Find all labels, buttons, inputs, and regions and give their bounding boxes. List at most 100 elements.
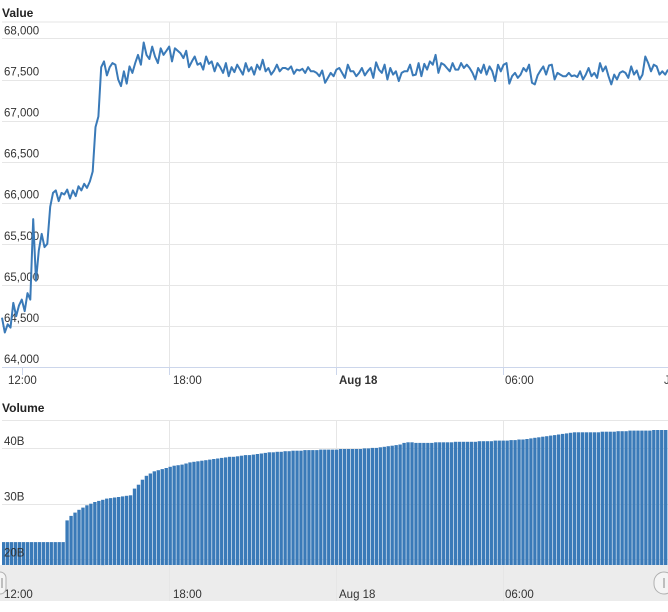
volume-bar xyxy=(636,430,640,565)
value-panel-title: Value xyxy=(2,6,34,20)
volume-bar xyxy=(180,464,184,565)
volume-bar xyxy=(457,441,462,566)
volume-bar xyxy=(156,470,160,565)
volume-bar xyxy=(564,433,569,565)
volume-bar xyxy=(231,456,236,565)
volume-bar xyxy=(49,542,53,565)
volume-bar xyxy=(394,445,398,565)
volume-bar xyxy=(612,431,616,565)
volume-bar xyxy=(239,455,244,565)
volume-bar xyxy=(426,442,430,565)
volume-bar xyxy=(422,442,426,565)
value-y-tick-label: 64,500 xyxy=(4,313,39,325)
volume-bar xyxy=(572,432,577,565)
volume-bar xyxy=(370,447,375,565)
volume-bar xyxy=(164,468,168,565)
volume-bar xyxy=(497,440,501,565)
volume-bar xyxy=(354,449,359,565)
volume-bar xyxy=(160,469,164,565)
volume-bar xyxy=(61,542,65,565)
value-y-tick-label: 66,000 xyxy=(4,190,39,202)
volume-bar xyxy=(640,430,644,565)
volume-panel-title: Volume xyxy=(2,401,45,415)
volume-bar xyxy=(493,440,497,565)
volume-bar xyxy=(227,456,232,565)
volume-bar xyxy=(473,441,478,566)
volume-bar xyxy=(338,449,343,565)
volume-bar xyxy=(200,460,204,565)
volume-bar xyxy=(113,497,117,565)
volume-bar xyxy=(255,454,260,565)
volume-bar xyxy=(247,455,252,565)
volume-bar xyxy=(624,431,628,565)
volume-bar xyxy=(81,507,85,565)
volume-bar xyxy=(37,542,42,565)
volume-bar xyxy=(311,450,315,565)
value-y-tick-label: 66,500 xyxy=(4,149,39,161)
volume-bar xyxy=(628,430,632,565)
value-y-tick-label: 65,000 xyxy=(4,272,39,284)
volume-bar xyxy=(632,430,636,565)
volume-bar xyxy=(184,463,188,565)
volume-bar xyxy=(319,449,323,565)
volume-bar xyxy=(342,449,347,565)
volume-bar xyxy=(568,432,573,565)
volume-bar xyxy=(398,444,402,565)
volume-bar xyxy=(57,542,61,565)
navigator-left-handle[interactable] xyxy=(0,571,7,595)
volume-bar xyxy=(481,441,486,565)
volume-bar xyxy=(152,471,157,565)
volume-bar xyxy=(327,449,331,565)
volume-bar xyxy=(390,445,394,565)
volume-bar xyxy=(505,440,509,565)
volume-bar xyxy=(453,441,458,566)
volume-bar xyxy=(109,498,113,565)
volume-bar xyxy=(362,448,367,565)
volume-bar xyxy=(65,520,69,565)
volume-bar xyxy=(533,437,537,565)
volume-bar xyxy=(303,450,307,565)
volume-bar xyxy=(172,465,176,565)
volume-bar xyxy=(291,450,295,565)
volume-bar xyxy=(331,449,335,565)
volume-bar xyxy=(529,438,533,565)
volume-bar xyxy=(196,461,200,565)
volume-bar xyxy=(596,432,601,565)
volume-bar xyxy=(414,442,418,565)
volume-bar xyxy=(25,542,30,565)
volume-bar xyxy=(148,473,153,565)
volume-bar xyxy=(212,459,216,565)
volume-bar xyxy=(600,431,604,565)
value-line xyxy=(1,41,668,334)
volume-bar xyxy=(465,441,470,566)
volume-bar xyxy=(5,542,10,565)
volume-bar xyxy=(580,432,585,565)
volume-bar xyxy=(267,452,271,565)
value-x-tick-label: 18:00 xyxy=(173,375,202,387)
volume-bar xyxy=(616,431,620,565)
volume-bar xyxy=(374,447,379,565)
volume-bar xyxy=(446,442,450,565)
volume-bar xyxy=(350,449,355,565)
volume-bar xyxy=(85,505,89,565)
volume-bar xyxy=(69,515,73,565)
volume-bar xyxy=(271,452,275,565)
volume-bar xyxy=(592,432,597,565)
volume-bar xyxy=(77,509,81,565)
volume-bar xyxy=(176,465,180,565)
volume-bar xyxy=(560,433,565,565)
value-y-tick-label: 67,000 xyxy=(4,108,39,120)
volume-bar xyxy=(541,436,545,565)
volume-bar xyxy=(144,475,149,565)
volume-x-tick-label: 18:00 xyxy=(173,589,202,601)
volume-bar xyxy=(73,512,77,565)
volume-bar xyxy=(235,456,240,566)
volume-bar xyxy=(366,448,371,565)
volume-bar xyxy=(434,442,438,565)
navigator-right-handle[interactable] xyxy=(653,571,668,595)
volume-bar xyxy=(188,462,192,565)
volume-bar xyxy=(588,432,593,565)
volume-bar xyxy=(53,542,57,565)
volume-bar xyxy=(204,460,208,565)
